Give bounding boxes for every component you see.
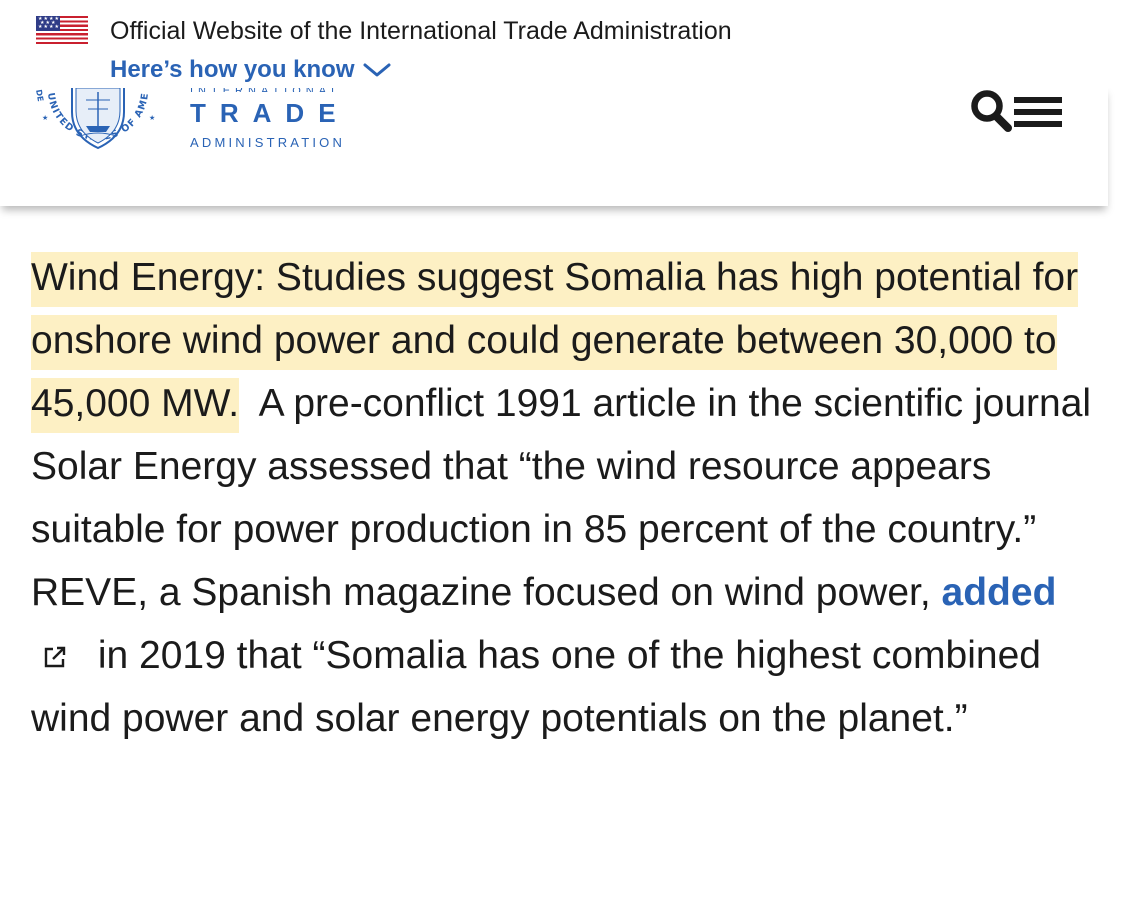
us-flag-icon: ★★★★ ★★★ ★★★★ [36, 16, 88, 44]
svg-text:★: ★ [149, 114, 155, 122]
logo-line-administration: ADMINISTRATION [190, 135, 346, 150]
header-tools [968, 88, 1068, 132]
paragraph-text-1: A pre-conflict 1991 article in the scien… [31, 382, 1102, 614]
ita-logo[interactable]: INTERNATIONAL TRADE ADMINISTRATION [190, 86, 360, 152]
paragraph-text-2: in 2019 that “Somalia has one of the hig… [31, 634, 1041, 740]
menu-icon[interactable] [1014, 95, 1064, 127]
official-banner: ★★★★ ★★★ ★★★★ Official Website of the In… [0, 0, 1125, 88]
wind-energy-paragraph: Wind Energy: Studies suggest Somalia has… [31, 246, 1109, 750]
article-body: Wind Energy: Studies suggest Somalia has… [31, 246, 1109, 750]
svg-text:DE: DE [34, 89, 45, 102]
site-header: UNITED STATES OF AMERICA DE CE ★ ★ INTER… [0, 76, 1108, 206]
logo-line-trade: TRADE [190, 98, 350, 128]
chevron-down-icon [363, 63, 390, 77]
how-you-know-toggle[interactable]: Here’s how you know [110, 55, 391, 85]
external-link-icon[interactable] [43, 645, 67, 669]
official-website-text: Official Website of the International Tr… [110, 17, 732, 45]
logo-line-international: INTERNATIONAL [190, 86, 343, 92]
search-icon[interactable] [968, 88, 1020, 132]
commerce-seal-icon[interactable]: UNITED STATES OF AMERICA DE CE ★ ★ [28, 76, 168, 176]
how-you-know-label: Here’s how you know [110, 56, 355, 83]
added-link[interactable]: added [941, 571, 1057, 614]
svg-text:★: ★ [42, 114, 48, 122]
